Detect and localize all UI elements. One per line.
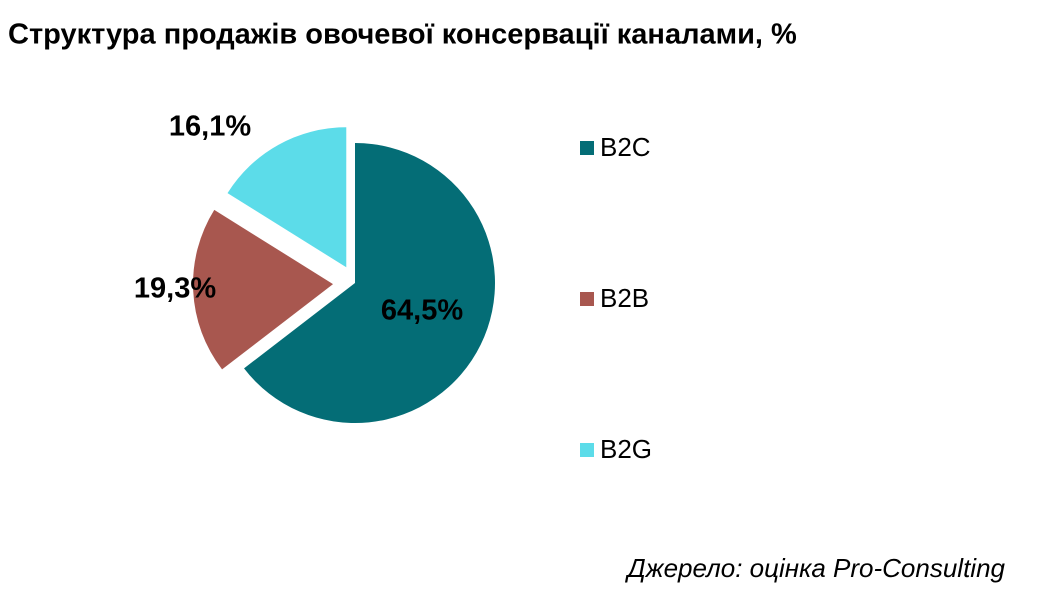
legend-label: B2G	[600, 434, 652, 464]
source-note: Джерело: оцінка Pro-Consulting	[624, 553, 1005, 583]
legend-label: B2C	[600, 132, 651, 162]
legend-swatch	[580, 443, 594, 457]
data-label: 64,5%	[381, 295, 463, 327]
chart-title: Структура продажів овочевої консервації …	[8, 19, 797, 51]
data-label: 16,1%	[169, 111, 251, 143]
legend-label: B2B	[600, 283, 649, 313]
legend-swatch	[580, 292, 594, 306]
legend-swatch	[580, 141, 594, 155]
data-label: 19,3%	[134, 273, 216, 305]
pie-slice	[193, 209, 334, 370]
pie-slice	[227, 127, 347, 268]
pie-slice	[244, 143, 495, 424]
